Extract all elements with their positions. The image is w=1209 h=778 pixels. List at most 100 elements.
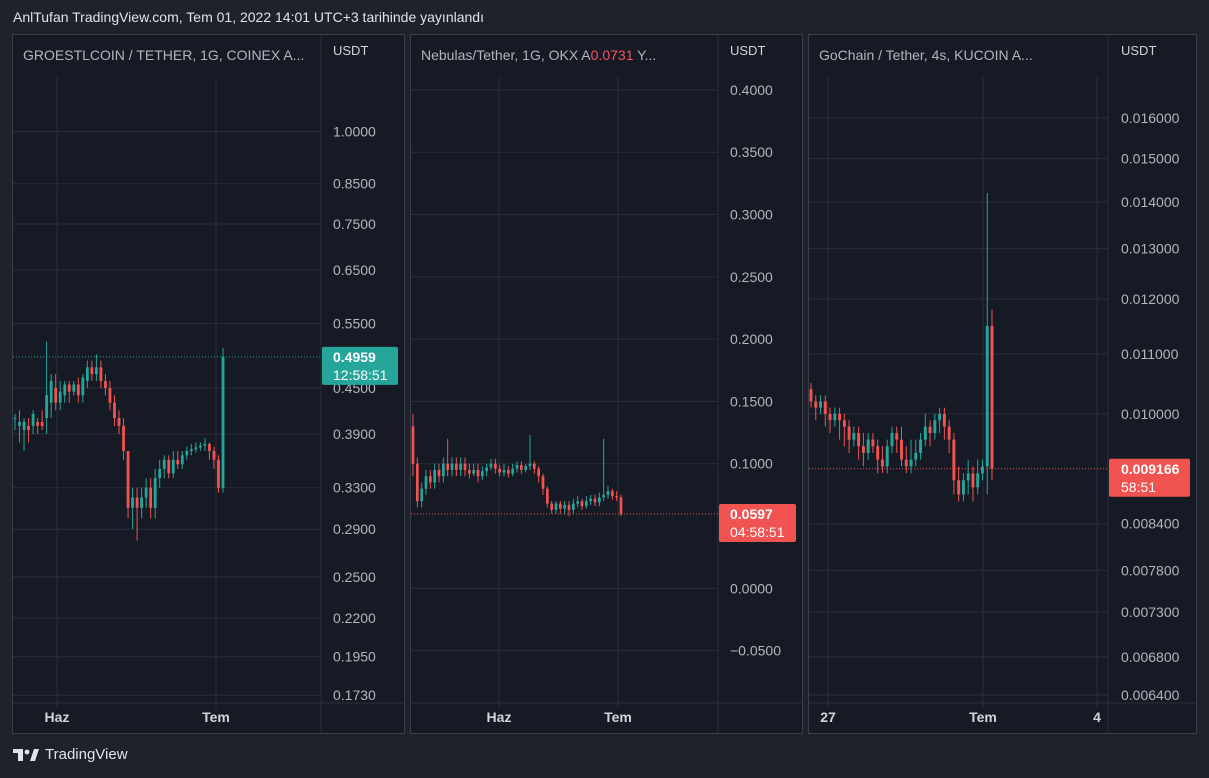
y-axis-unit: USDT — [333, 43, 368, 58]
candle-body — [545, 488, 549, 504]
candle-body — [880, 459, 884, 467]
candle — [838, 407, 842, 440]
candle-body — [550, 503, 554, 510]
y-axis-unit: USDT — [730, 43, 765, 58]
candle-body — [602, 494, 606, 498]
y-tick-label: 0.3500 — [730, 144, 773, 160]
candle-body — [450, 463, 454, 470]
candle — [49, 374, 53, 418]
y-tick-label: 0.5500 — [333, 316, 376, 332]
tradingview-logo-icon[interactable] — [13, 747, 39, 763]
publish-header: AnlTufan TradingView.com, Tem 01, 2022 1… — [13, 9, 484, 25]
y-tick-label: 0.2200 — [333, 610, 376, 626]
candle — [180, 450, 184, 469]
candle-body — [502, 469, 506, 473]
countdown-label: 12:58:51 — [333, 367, 388, 383]
x-tick-label: Haz — [487, 709, 512, 725]
candle — [198, 442, 202, 451]
candle — [985, 193, 989, 495]
candle — [441, 457, 445, 483]
candle — [176, 450, 180, 469]
footer-brand[interactable]: TradingView — [45, 746, 128, 763]
candle — [67, 381, 71, 403]
candle-body — [563, 504, 567, 509]
candle — [558, 501, 562, 514]
last-price-label: 0.4959 — [333, 349, 376, 365]
candle-body — [890, 433, 894, 447]
candle-body — [420, 488, 424, 502]
candle-body — [480, 471, 484, 477]
candle — [938, 407, 942, 434]
candle-body — [437, 469, 441, 477]
candle — [571, 498, 575, 514]
candle-body — [961, 480, 965, 495]
candle-body — [99, 367, 103, 382]
candle — [928, 420, 932, 447]
candle-body — [914, 452, 918, 460]
candle-body — [208, 444, 211, 451]
candle-body — [833, 413, 837, 421]
candle-body — [537, 468, 541, 477]
y-tick-label: 0.3300 — [333, 480, 376, 496]
y-tick-label: 0.2500 — [730, 269, 773, 285]
candle — [528, 435, 532, 470]
candle-body — [852, 433, 856, 440]
y-tick-label: 0.011000 — [1121, 346, 1179, 362]
candle — [524, 463, 528, 473]
candle-body — [217, 459, 220, 488]
candle — [952, 433, 956, 495]
candle-body — [485, 467, 489, 472]
candle — [584, 496, 588, 509]
candle-body — [589, 498, 593, 502]
candle — [519, 461, 523, 474]
candle-body — [85, 367, 89, 382]
candle-body — [567, 504, 571, 510]
candle-body — [597, 497, 601, 503]
candle-body — [22, 421, 26, 430]
candle — [221, 347, 225, 493]
y-tick-label: 0.007800 — [1121, 562, 1180, 578]
candle-body — [90, 367, 94, 375]
chart-panel-gochain[interactable]: USDT 0.016000 0.015000 0.014000 0.013000 0.01… — [808, 34, 1197, 734]
candle-body — [176, 459, 180, 465]
candle — [980, 459, 984, 481]
candle-body — [876, 446, 880, 460]
candle — [498, 464, 502, 477]
candle-body — [40, 421, 44, 426]
x-tick-label: Tem — [604, 709, 632, 725]
candle — [597, 492, 601, 507]
chart-canvas[interactable]: USDT1.00000.85000.75000.65000.55000.4500… — [13, 35, 404, 733]
candle-body — [135, 497, 139, 508]
candle — [135, 487, 139, 541]
y-tick-label: 1.0000 — [333, 124, 376, 140]
candle-body — [900, 439, 903, 460]
candle — [104, 374, 107, 396]
candle-body — [541, 476, 545, 489]
candle — [424, 469, 428, 495]
candle — [610, 488, 614, 500]
candle — [828, 407, 832, 434]
candle — [493, 458, 497, 474]
candle-body — [428, 476, 432, 483]
candle — [515, 461, 519, 473]
candle — [459, 457, 463, 477]
candle — [454, 457, 458, 477]
chart-title: GoChain / Tether, 4s, KUCOIN A... — [819, 47, 1033, 63]
candle-body — [942, 413, 946, 427]
chart-panel-nebulas[interactable]: USDT 0.4000 0.3500 0.3000 0.2500 0.2000 0.1500… — [410, 34, 803, 734]
y-tick-label: 0.7500 — [333, 216, 376, 232]
candle — [113, 395, 116, 426]
candle-body — [140, 497, 144, 508]
chart-canvas[interactable]: USDT 0.016000 0.015000 0.014000 0.013000 0.01… — [809, 35, 1196, 733]
candle — [809, 383, 813, 408]
chart-panel-groestlcoin[interactable]: USDT 1.0000 0.8500 0.7500 0.6500 0.5500 0.4500… — [12, 34, 405, 734]
y-tick-label: 0.2900 — [333, 521, 376, 537]
candle-body — [957, 480, 961, 495]
chart-title-suffix: Y... — [633, 47, 657, 63]
x-tick-label: 4 — [1093, 709, 1101, 725]
y-tick-label: 0.006800 — [1121, 649, 1180, 665]
candle — [541, 473, 545, 495]
y-tick-label: 0.2500 — [333, 569, 376, 585]
chart-canvas[interactable]: USDT 0.4000 0.3500 0.3000 0.2500 0.2000 0.1500… — [411, 35, 802, 733]
y-tick-label: 0.2000 — [730, 331, 773, 347]
